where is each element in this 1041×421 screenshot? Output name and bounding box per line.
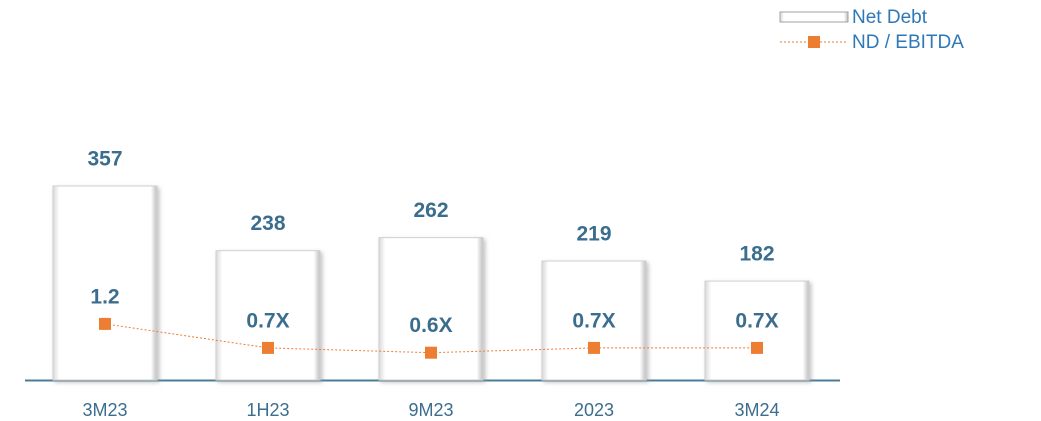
- line: [104, 323, 757, 354]
- line-marker: [425, 346, 437, 359]
- line-marker: [99, 317, 111, 330]
- legend-swatch: [779, 11, 849, 23]
- bar-value-label: 357: [87, 148, 122, 171]
- legend-swatch: [808, 36, 820, 48]
- line-value-label: 0.7X: [735, 309, 778, 332]
- bar-value-label: 182: [739, 243, 774, 266]
- line-value-label: 0.6X: [409, 314, 452, 337]
- legend-label: Net Debt: [852, 7, 928, 28]
- x-tick-label: 9M23: [408, 400, 453, 420]
- line-value-label: 0.7X: [246, 309, 289, 332]
- x-tick-label: 3M24: [734, 400, 779, 420]
- bar-value-label: 262: [413, 199, 448, 222]
- bar: [704, 280, 810, 381]
- x-tick-label: 3M23: [82, 400, 127, 420]
- x-tick-label: 2023: [574, 400, 614, 420]
- line-marker: [751, 341, 763, 354]
- line-marker: [588, 341, 600, 354]
- bar: [541, 260, 647, 381]
- legend-label: ND / EBITDA: [852, 32, 964, 53]
- bar-value-label: 219: [576, 223, 611, 246]
- line-value-label: 1.2: [90, 285, 119, 308]
- line-value-label: 0.7X: [572, 309, 615, 332]
- bar-value-label: 238: [250, 212, 285, 235]
- line-marker: [262, 341, 274, 354]
- bar: [52, 185, 158, 381]
- x-tick-label: 1H23: [246, 400, 289, 420]
- bar: [215, 250, 321, 381]
